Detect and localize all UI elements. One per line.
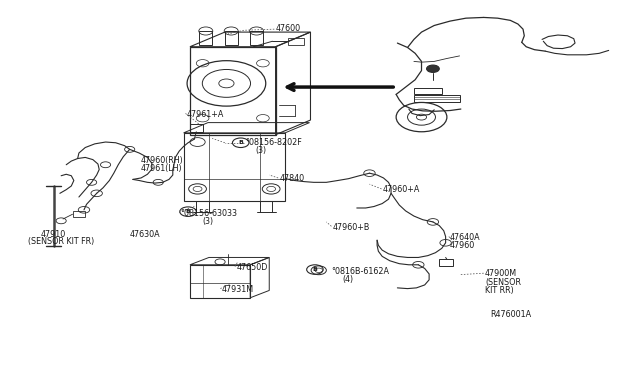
Circle shape <box>427 65 439 73</box>
Text: (3): (3) <box>203 217 214 227</box>
Text: (SENSOR: (SENSOR <box>485 278 521 286</box>
Text: 47640A: 47640A <box>450 233 481 242</box>
Text: 47600: 47600 <box>276 24 301 33</box>
Text: 47960(RH): 47960(RH) <box>141 156 184 165</box>
Text: B: B <box>238 140 243 145</box>
Text: 47960: 47960 <box>450 241 476 250</box>
Text: (4): (4) <box>342 275 353 283</box>
Text: KIT RR): KIT RR) <box>485 286 514 295</box>
Text: 47931M: 47931M <box>221 285 254 294</box>
Text: 47650D: 47650D <box>236 263 268 272</box>
Text: °08156-8202F: °08156-8202F <box>245 138 302 147</box>
Text: 47961(LH): 47961(LH) <box>141 164 182 173</box>
Text: 47961+A: 47961+A <box>187 110 224 119</box>
Text: (SENSOR KIT FR): (SENSOR KIT FR) <box>28 237 95 246</box>
Text: 47910: 47910 <box>41 230 66 239</box>
Text: B: B <box>312 267 317 272</box>
Text: 47960+B: 47960+B <box>333 222 370 231</box>
Text: 47900M: 47900M <box>485 269 517 279</box>
Text: 47630A: 47630A <box>130 230 160 239</box>
Text: 47840: 47840 <box>280 174 305 183</box>
Text: B: B <box>186 209 191 214</box>
Text: °0816B-6162A: °0816B-6162A <box>332 266 389 276</box>
Text: (3): (3) <box>255 145 266 155</box>
Text: °08156-63033: °08156-63033 <box>180 209 237 218</box>
Text: 47960+A: 47960+A <box>382 185 420 194</box>
Text: R476001A: R476001A <box>490 311 531 320</box>
